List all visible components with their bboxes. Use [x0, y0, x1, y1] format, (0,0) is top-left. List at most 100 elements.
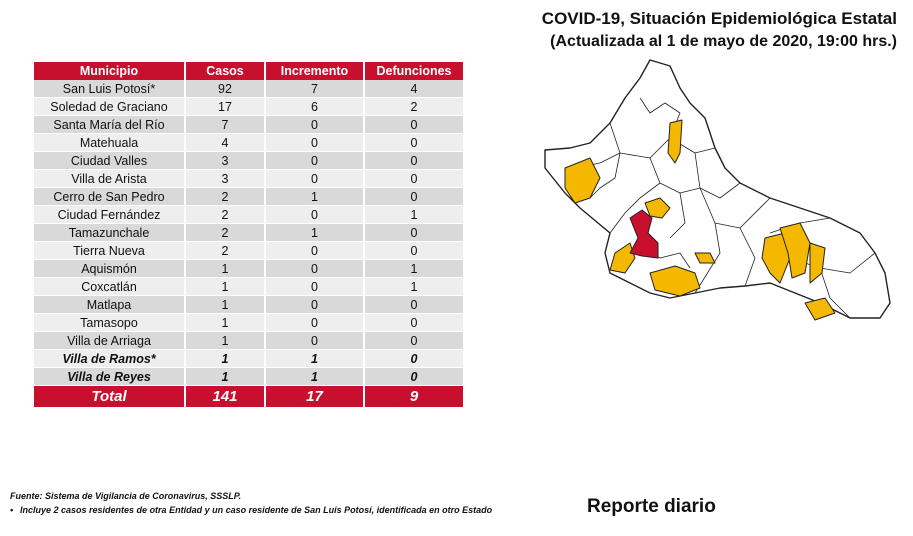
municipio-con-casos	[667, 119, 683, 164]
cell-defunciones: 1	[364, 259, 463, 278]
column-header-casos: Casos	[185, 62, 266, 80]
cell-casos: 7	[185, 115, 266, 134]
cell-incremento: 0	[265, 331, 365, 350]
municipio-con-casos	[564, 157, 601, 204]
table-total-row: Total 141 17 9	[34, 385, 463, 408]
total-defunciones: 9	[364, 385, 463, 408]
source-note: Fuente: Sistema de Vigilancia de Coronav…	[10, 491, 242, 501]
column-header-defunciones: Defunciones	[364, 62, 463, 80]
cell-municipio: Tamasopo	[34, 313, 186, 332]
cell-municipio: Matehuala	[34, 133, 186, 152]
cell-defunciones: 0	[364, 313, 463, 332]
cell-casos: 3	[185, 169, 266, 188]
table-row: Villa de Reyes 1 1 0	[34, 367, 463, 386]
cell-incremento: 1	[265, 187, 365, 206]
cell-incremento: 0	[265, 205, 365, 224]
cell-casos: 1	[185, 295, 266, 314]
cell-incremento: 0	[265, 295, 365, 314]
cell-casos: 92	[185, 80, 266, 98]
cell-municipio: Aquismón	[34, 259, 186, 278]
cell-casos: 2	[185, 223, 266, 242]
cell-incremento: 0	[265, 115, 365, 134]
cell-casos: 1	[185, 349, 266, 368]
cell-municipio: Tierra Nueva	[34, 241, 186, 260]
cell-defunciones: 0	[364, 151, 463, 170]
municipal-border	[819, 267, 851, 319]
cell-incremento: 1	[265, 223, 365, 242]
municipio-con-casos	[649, 265, 701, 297]
page-title: COVID-19, Situación Epidemiológica Estat…	[541, 9, 897, 28]
cell-casos: 1	[185, 259, 266, 278]
cell-municipio: Ciudad Fernández	[34, 205, 186, 224]
cell-incremento: 0	[265, 277, 365, 296]
page-subtitle: (Actualizada al 1 de mayo de 2020, 19:00…	[550, 33, 897, 50]
cell-incremento: 1	[265, 349, 365, 368]
state-municipalities-map	[544, 59, 891, 321]
municipio-con-casos	[804, 297, 836, 321]
footnote-bullet: •	[10, 505, 14, 515]
cell-defunciones: 0	[364, 169, 463, 188]
cell-defunciones: 0	[364, 349, 463, 368]
cell-municipio: Santa María del Río	[34, 115, 186, 134]
table-row: Villa de Ramos* 1 1 0	[34, 349, 463, 368]
cell-casos: 2	[185, 241, 266, 260]
cell-defunciones: 0	[364, 331, 463, 350]
municipio-con-casos	[644, 197, 671, 219]
table-row: Ciudad Valles 3 0 0	[34, 151, 463, 170]
cell-municipio: San Luis Potosí*	[34, 80, 186, 98]
cell-defunciones: 0	[364, 223, 463, 242]
cases-table: Municipio Casos Incremento Defunciones S…	[34, 62, 463, 408]
municipal-border	[609, 157, 661, 234]
cell-incremento: 6	[265, 97, 365, 116]
cell-municipio: Soledad de Graciano	[34, 97, 186, 116]
municipal-border	[694, 152, 741, 199]
cell-casos: 2	[185, 187, 266, 206]
cell-incremento: 0	[265, 151, 365, 170]
column-header-incremento: Incremento	[265, 62, 365, 80]
table-row: Villa de Arriaga 1 0 0	[34, 331, 463, 350]
municipal-border	[694, 222, 721, 294]
table-row: Santa María del Río 7 0 0	[34, 115, 463, 134]
municipio-con-casos	[609, 242, 636, 274]
table-row: Tamasopo 1 0 0	[34, 313, 463, 332]
cell-casos: 1	[185, 277, 266, 296]
cell-defunciones: 1	[364, 277, 463, 296]
table-row: Villa de Arista 3 0 0	[34, 169, 463, 188]
cell-casos: 2	[185, 205, 266, 224]
table-row: Cerro de San Pedro 2 1 0	[34, 187, 463, 206]
cell-defunciones: 0	[364, 187, 463, 206]
footnote: • Incluye 2 casos residentes de otra Enti…	[10, 505, 570, 516]
total-casos: 141	[185, 385, 266, 408]
table-row: Ciudad Fernández 2 0 1	[34, 205, 463, 224]
cell-incremento: 1	[265, 367, 365, 386]
cell-casos: 1	[185, 367, 266, 386]
municipio-con-casos	[779, 222, 811, 279]
total-incremento: 17	[265, 385, 365, 408]
cell-defunciones: 4	[364, 80, 463, 98]
cell-incremento: 0	[265, 133, 365, 152]
cell-municipio: Villa de Ramos*	[34, 349, 186, 368]
cell-defunciones: 1	[364, 205, 463, 224]
municipio-con-casos	[809, 242, 826, 284]
cell-municipio: Villa de Arriaga	[34, 331, 186, 350]
cell-municipio: Tamazunchale	[34, 223, 186, 242]
table-row: San Luis Potosí* 92 7 4	[34, 80, 463, 98]
table-row: Aquismón 1 0 1	[34, 259, 463, 278]
column-header-municipio: Municipio	[34, 62, 186, 80]
cell-municipio: Villa de Reyes	[34, 367, 186, 386]
daily-report-label: Reporte diario	[587, 496, 716, 517]
municipal-border	[669, 192, 686, 239]
table-row: Coxcatlán 1 0 1	[34, 277, 463, 296]
municipal-border	[589, 152, 621, 199]
table-row: Tierra Nueva 2 0 0	[34, 241, 463, 260]
footnote-text: Incluye 2 casos residentes de otra Entid…	[20, 505, 493, 515]
cell-casos: 1	[185, 313, 266, 332]
municipal-border	[739, 227, 756, 287]
table-row: Tamazunchale 2 1 0	[34, 223, 463, 242]
table-row: Soledad de Graciano 17 6 2	[34, 97, 463, 116]
municipio-con-casos	[694, 252, 716, 264]
cell-defunciones: 0	[364, 133, 463, 152]
cell-municipio: Ciudad Valles	[34, 151, 186, 170]
cell-municipio: Villa de Arista	[34, 169, 186, 188]
cell-defunciones: 0	[364, 241, 463, 260]
